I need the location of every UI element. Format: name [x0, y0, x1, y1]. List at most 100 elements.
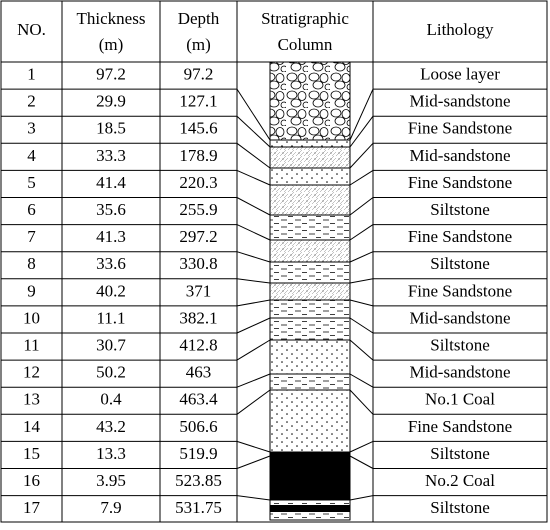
strat-layer [269, 167, 351, 186]
lithology-cell: Fine Sandstone [408, 417, 512, 436]
connector [349, 224, 374, 241]
table-cell: 16 [23, 471, 40, 490]
connector [349, 299, 374, 307]
header-cell: Stratigraphic [261, 9, 349, 28]
strat-layer [269, 317, 351, 341]
strat-layer [269, 282, 351, 301]
lithology-cell: Siltstone [430, 444, 490, 463]
lithology-cell: Mid-sandstone [409, 308, 510, 327]
connector [236, 88, 271, 141]
connector [236, 317, 271, 334]
connector [236, 339, 271, 361]
table-cell: 506.6 [179, 417, 217, 436]
table-cell: 33.3 [96, 146, 126, 165]
connector [349, 440, 374, 453]
table-cell: 41.3 [96, 227, 126, 246]
table-cell: 178.9 [179, 146, 217, 165]
connector [349, 197, 374, 216]
table-cell: 371 [186, 281, 212, 300]
lithology-cell: No.1 Coal [425, 390, 495, 409]
connector [349, 339, 374, 361]
table-cell: 18.5 [96, 119, 126, 138]
connector [349, 373, 374, 388]
lithology-cell: Fine Sandstone [408, 173, 512, 192]
table-cell: 50.2 [96, 363, 126, 382]
table-cell: 11 [23, 335, 39, 354]
table-cell: 11.1 [96, 308, 125, 327]
table-cell: 3.95 [96, 471, 126, 490]
lithology-cell: Siltstone [430, 254, 490, 273]
table-cell: 97.2 [184, 64, 214, 83]
table-cell: 531.75 [175, 498, 222, 517]
lithology-cell: Loose layer [420, 64, 500, 83]
table-cell: 519.9 [179, 444, 217, 463]
connector [236, 251, 271, 263]
table-cell: 145.6 [179, 119, 217, 138]
lithology-cell: Mid-sandstone [409, 92, 510, 111]
lithology-cell: Fine Sandstone [408, 281, 512, 300]
table-cell: 10 [23, 308, 40, 327]
table-cell: 382.1 [179, 308, 217, 327]
table-cell: 0.4 [100, 390, 122, 409]
table-cell: 220.3 [179, 173, 217, 192]
table-cell: 523.85 [175, 471, 222, 490]
strat-layer [269, 339, 351, 375]
connector [236, 115, 271, 148]
header-cell: (m) [186, 35, 211, 54]
strat-layer [269, 389, 351, 453]
table-cell: 13.3 [96, 444, 126, 463]
connector [349, 142, 374, 169]
strat-layer [269, 239, 351, 263]
table-cell: 97.2 [96, 64, 126, 83]
connector [236, 278, 271, 284]
table-cell: 330.8 [179, 254, 217, 273]
header-cell: Thickness [77, 9, 146, 28]
connector [236, 224, 271, 241]
connector [349, 115, 374, 148]
table-cell: 30.7 [96, 335, 126, 354]
lithology-cell: No.2 Coal [425, 471, 495, 490]
connector [236, 495, 271, 501]
connector [349, 495, 374, 501]
connector [349, 317, 374, 334]
connector [236, 299, 271, 307]
table-cell: 4 [27, 146, 36, 165]
strat-layer [269, 261, 351, 284]
table-cell: 5 [27, 173, 36, 192]
table-cell: 7 [27, 227, 36, 246]
header-cell: Depth [178, 9, 220, 28]
table-cell: 35.6 [96, 200, 126, 219]
strat-layer [270, 452, 350, 456]
table-cell: 297.2 [179, 227, 217, 246]
connector [236, 142, 271, 169]
table-cell: 8 [27, 254, 36, 273]
header-cell: Lithology [426, 20, 494, 39]
table-cell: 17 [23, 498, 41, 517]
strat-layer [269, 61, 351, 141]
lithology-cell: Fine Sandstone [408, 227, 512, 246]
strat-layer [269, 139, 351, 148]
connector [236, 455, 271, 469]
table-cell: 2 [27, 92, 36, 111]
table-cell: 463.4 [179, 390, 218, 409]
table-cell: 412.8 [179, 335, 217, 354]
table-cell: 1 [27, 64, 36, 83]
table-cell: 14 [23, 417, 41, 436]
strat-layer [270, 505, 350, 512]
header-cell: (m) [99, 35, 124, 54]
header-cell: Column [278, 35, 333, 54]
connector [236, 169, 271, 186]
table-cell: 41.4 [96, 173, 126, 192]
table-cell: 463 [186, 363, 212, 382]
table-cell: 15 [23, 444, 40, 463]
strat-layer [269, 373, 351, 391]
table-cell: 43.2 [96, 417, 126, 436]
table-cell: 29.9 [96, 92, 126, 111]
table-cell: 13 [23, 390, 40, 409]
connector [236, 197, 271, 216]
table-cell: 40.2 [96, 281, 126, 300]
lithology-cell: Mid-sandstone [409, 363, 510, 382]
table-cell: 127.1 [179, 92, 217, 111]
